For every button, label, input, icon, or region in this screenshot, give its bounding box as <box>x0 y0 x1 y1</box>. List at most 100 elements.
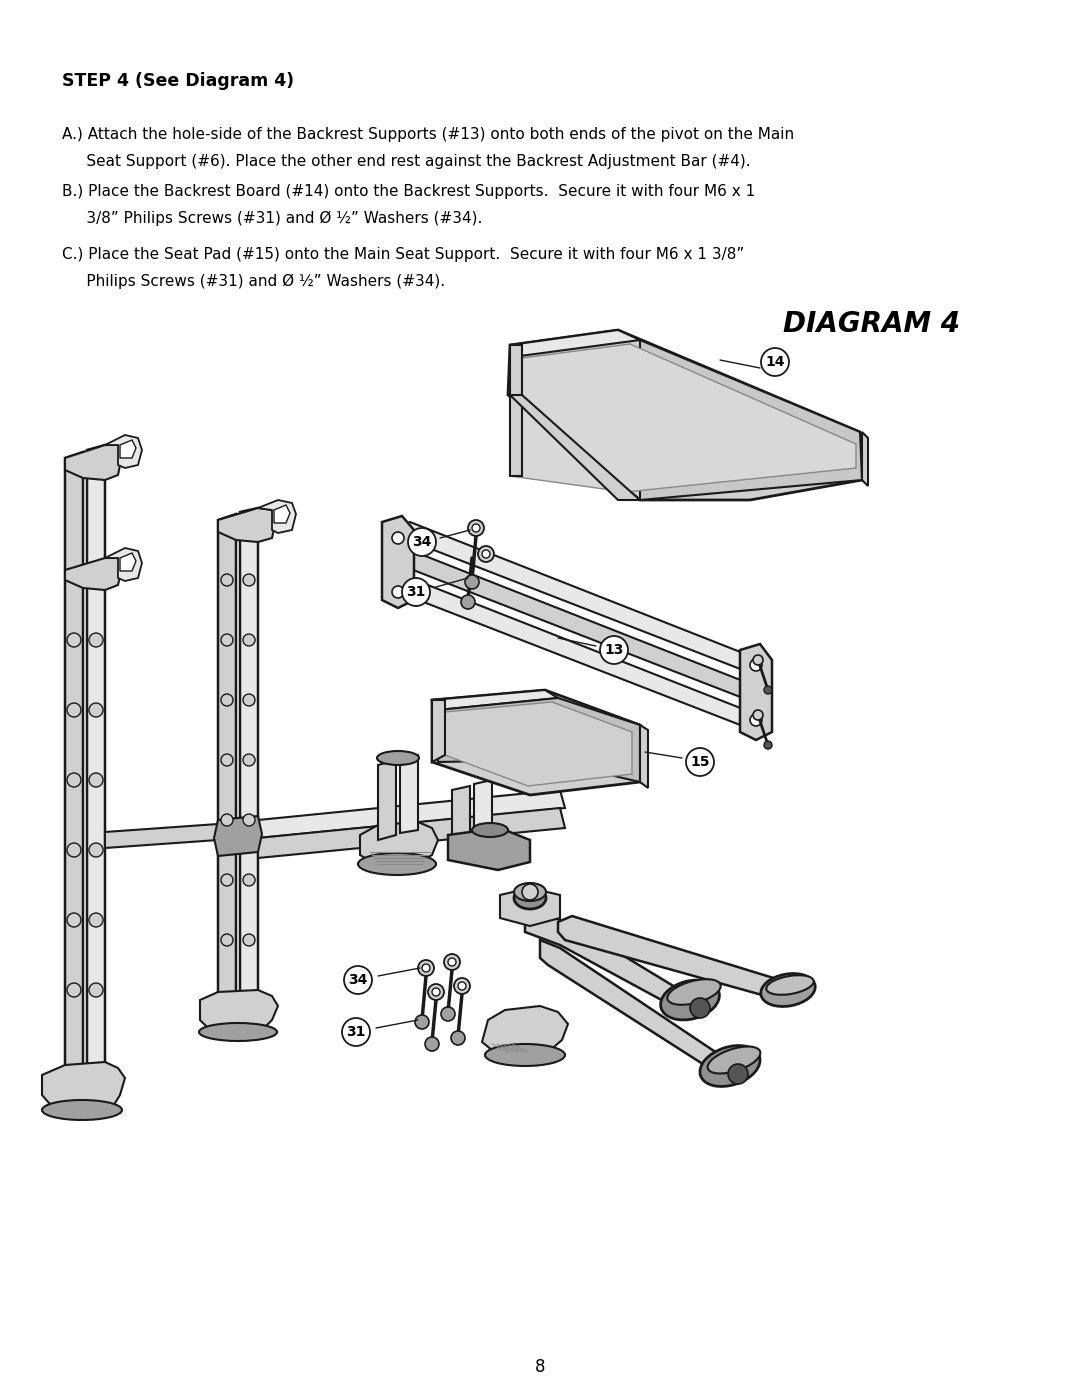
Circle shape <box>686 747 714 775</box>
Circle shape <box>345 965 372 995</box>
Text: 31: 31 <box>347 1025 366 1039</box>
Circle shape <box>89 983 103 997</box>
Polygon shape <box>120 440 136 458</box>
Text: 34: 34 <box>349 972 367 988</box>
Circle shape <box>67 703 81 717</box>
Polygon shape <box>558 916 780 1000</box>
Circle shape <box>392 532 404 543</box>
Polygon shape <box>105 434 141 468</box>
Ellipse shape <box>377 752 419 766</box>
Polygon shape <box>120 553 136 571</box>
Circle shape <box>764 740 772 749</box>
Circle shape <box>690 997 710 1018</box>
Circle shape <box>522 884 538 900</box>
Polygon shape <box>65 446 122 481</box>
Ellipse shape <box>472 823 508 837</box>
Polygon shape <box>510 330 640 356</box>
Circle shape <box>753 655 762 665</box>
Circle shape <box>408 528 436 556</box>
Polygon shape <box>65 557 122 590</box>
Circle shape <box>221 935 233 946</box>
Polygon shape <box>258 807 565 858</box>
Text: STEP 4 (See Diagram 4): STEP 4 (See Diagram 4) <box>62 73 294 89</box>
Circle shape <box>89 914 103 928</box>
Circle shape <box>243 935 255 946</box>
Ellipse shape <box>767 975 813 995</box>
Polygon shape <box>87 446 105 1073</box>
Circle shape <box>67 842 81 856</box>
Ellipse shape <box>514 887 546 909</box>
Circle shape <box>243 754 255 766</box>
Circle shape <box>243 814 255 826</box>
Polygon shape <box>474 780 492 840</box>
Polygon shape <box>540 940 720 1076</box>
Circle shape <box>478 546 494 562</box>
Ellipse shape <box>485 1044 565 1066</box>
Polygon shape <box>218 509 276 542</box>
Circle shape <box>472 524 480 532</box>
Polygon shape <box>445 703 632 787</box>
Circle shape <box>89 703 103 717</box>
Circle shape <box>444 954 460 970</box>
Circle shape <box>67 983 81 997</box>
Polygon shape <box>390 578 748 728</box>
Circle shape <box>728 1065 748 1084</box>
Polygon shape <box>510 395 640 500</box>
Circle shape <box>415 1016 429 1030</box>
Circle shape <box>67 773 81 787</box>
Circle shape <box>761 348 789 376</box>
Ellipse shape <box>514 883 546 901</box>
Circle shape <box>422 964 430 972</box>
Circle shape <box>753 710 762 719</box>
Polygon shape <box>65 453 83 1083</box>
Circle shape <box>89 842 103 856</box>
Polygon shape <box>438 698 640 782</box>
Circle shape <box>67 633 81 647</box>
Ellipse shape <box>700 1045 760 1087</box>
Ellipse shape <box>707 1046 760 1073</box>
Polygon shape <box>432 690 558 710</box>
Text: Philips Screws (#31) and Ø ½” Washers (#34).: Philips Screws (#31) and Ø ½” Washers (#… <box>62 274 445 289</box>
Circle shape <box>426 1037 438 1051</box>
Polygon shape <box>432 700 445 761</box>
Circle shape <box>402 578 430 606</box>
Circle shape <box>221 814 233 826</box>
Text: DIAGRAM 4: DIAGRAM 4 <box>783 310 960 338</box>
Ellipse shape <box>661 981 719 1020</box>
Text: C.) Place the Seat Pad (#15) onto the Main Seat Support.  Secure it with four M6: C.) Place the Seat Pad (#15) onto the Ma… <box>62 247 744 263</box>
Circle shape <box>454 978 470 995</box>
Text: B.) Place the Backrest Board (#14) onto the Backrest Supports.  Secure it with f: B.) Place the Backrest Board (#14) onto … <box>62 184 755 198</box>
Text: 15: 15 <box>690 754 710 768</box>
Polygon shape <box>453 787 470 844</box>
Polygon shape <box>382 515 414 608</box>
Circle shape <box>750 714 762 726</box>
Circle shape <box>600 636 627 664</box>
Polygon shape <box>105 824 218 848</box>
Circle shape <box>418 960 434 977</box>
Circle shape <box>448 958 456 965</box>
Polygon shape <box>214 816 262 856</box>
Polygon shape <box>400 754 418 833</box>
Ellipse shape <box>199 1023 276 1041</box>
Circle shape <box>441 1007 455 1021</box>
Text: 31: 31 <box>406 585 426 599</box>
Circle shape <box>243 694 255 705</box>
Polygon shape <box>378 760 396 840</box>
Polygon shape <box>360 821 438 863</box>
Polygon shape <box>200 990 278 1032</box>
Circle shape <box>428 983 444 1000</box>
Circle shape <box>461 595 475 609</box>
Circle shape <box>221 875 233 886</box>
Circle shape <box>221 574 233 585</box>
Polygon shape <box>258 500 296 534</box>
Ellipse shape <box>760 974 815 1006</box>
Polygon shape <box>525 909 680 1010</box>
Polygon shape <box>105 548 141 581</box>
Circle shape <box>451 1031 465 1045</box>
Circle shape <box>221 634 233 645</box>
Circle shape <box>458 982 465 990</box>
Text: 3/8” Philips Screws (#31) and Ø ½” Washers (#34).: 3/8” Philips Screws (#31) and Ø ½” Washe… <box>62 211 483 226</box>
Polygon shape <box>390 522 748 672</box>
Circle shape <box>221 694 233 705</box>
Text: 14: 14 <box>766 355 785 369</box>
